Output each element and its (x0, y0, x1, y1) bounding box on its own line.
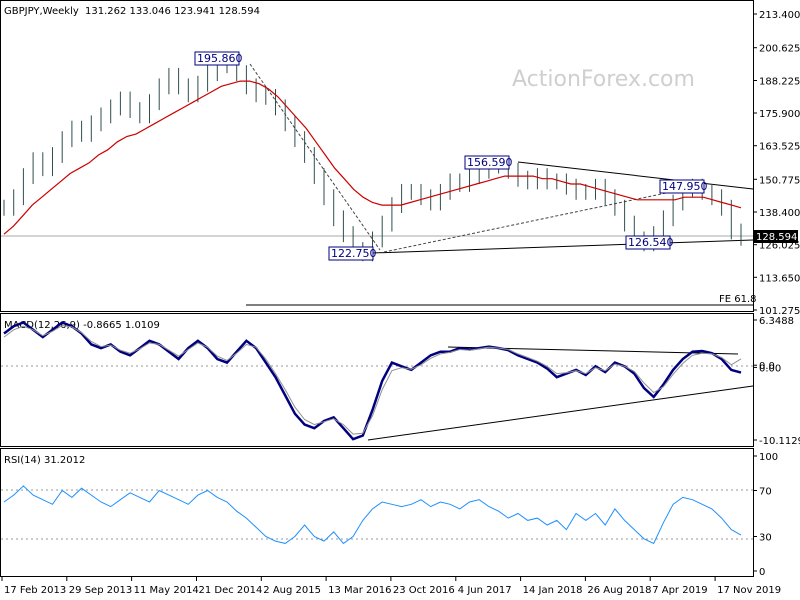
y-tick-label: 138.400 (759, 208, 800, 219)
y-tick-label: 163.525 (759, 142, 800, 153)
price-ohlc: 131.262 133.046 123.941 128.594 (85, 6, 260, 17)
x-tick-label: 2 Aug 2015 (263, 585, 321, 596)
y-tick-label: 70 (759, 487, 772, 498)
dashed-down-trendline (249, 63, 381, 251)
x-tick-label: 26 Aug 2018 (587, 585, 651, 596)
x-tick-label: 11 May 2014 (134, 585, 199, 596)
x-tick-label: 17 Feb 2013 (4, 585, 66, 596)
rsi-panel (0, 448, 754, 577)
time-axis: 17 Feb 2013 29 Sep 2013 11 May 2014 21 Dec … (1, 577, 781, 596)
annotation-156: 156.590 (467, 156, 513, 169)
fe-label: FE 61.8 (719, 294, 757, 305)
x-tick-label: 7 Apr 2019 (652, 585, 707, 596)
y-tick-label: 30 (759, 533, 772, 544)
last-price-label: 128.594 (756, 232, 797, 243)
x-tick-label: 14 Jan 2018 (523, 585, 583, 596)
y-tick-label: 213.400 (759, 10, 800, 21)
annotation-high: 195.860 (197, 52, 243, 65)
macd-axis: 6.3488 0.00.00 -10.1129 (753, 316, 800, 447)
macd-lower-trendline (367, 385, 754, 441)
last-price-box (754, 230, 798, 243)
x-tick-label: 4 Jun 2017 (458, 585, 512, 596)
macd-panel (0, 313, 754, 447)
annotation-147: 147.950 (662, 180, 708, 193)
y-tick-label: 188.225 (759, 77, 800, 88)
y-tick-label: 113.650 (759, 273, 800, 284)
x-tick-label: 23 Oct 2016 (393, 585, 455, 596)
y-tick-label: 6.3488 (759, 316, 794, 327)
macd-series-1 (3, 321, 742, 441)
annotation-low: 122.750 (331, 247, 377, 260)
watermark: ActionForex.com (512, 67, 695, 92)
price-series-layer (3, 52, 742, 262)
upper-trendline (517, 161, 754, 190)
rsi-series-1 (3, 485, 742, 545)
x-tick-label: 13 Mar 2016 (328, 585, 391, 596)
y-tick-label: 126.025 (759, 241, 800, 252)
rsi-axis: 100 70 30 0 (753, 452, 778, 578)
x-tick-label: 17 Nov 2019 (717, 585, 781, 596)
y-tick-label: -10.1129 (759, 436, 800, 447)
y-tick-label: 150.775 (759, 175, 800, 186)
annotation-126: 126.540 (628, 236, 674, 249)
macd-title: MACD(12,26,9) -0.8665 1.0109 (4, 320, 160, 331)
y-tick-label: 101.275 (759, 306, 800, 317)
y-tick-label: 0 (759, 567, 765, 578)
y-tick-label: 200.625 (759, 44, 800, 55)
price-panel (0, 0, 754, 312)
moving-average-line (3, 80, 742, 235)
y-tick-label: 100 (759, 452, 778, 463)
y-tick-label: 175.900 (759, 109, 800, 120)
y-tick-label: 0.0 (759, 361, 775, 372)
price-title: GBPJPY,Weekly (4, 6, 79, 17)
rsi-title: RSI(14) 31.2012 (4, 455, 85, 466)
macd-series-layer (3, 321, 742, 441)
x-tick-label: 21 Dec 2014 (199, 585, 263, 596)
lower-trendline (371, 239, 754, 254)
x-tick-label: 29 Sep 2013 (69, 585, 132, 596)
macd-series-2 (3, 324, 742, 435)
rsi-series-layer (3, 485, 742, 545)
y-tick-label: 0.00 (759, 363, 781, 374)
dashed-trendline (383, 187, 691, 253)
price-axis: 213.400 200.625 188.225 175.900 163.525 150.7… (753, 10, 800, 317)
